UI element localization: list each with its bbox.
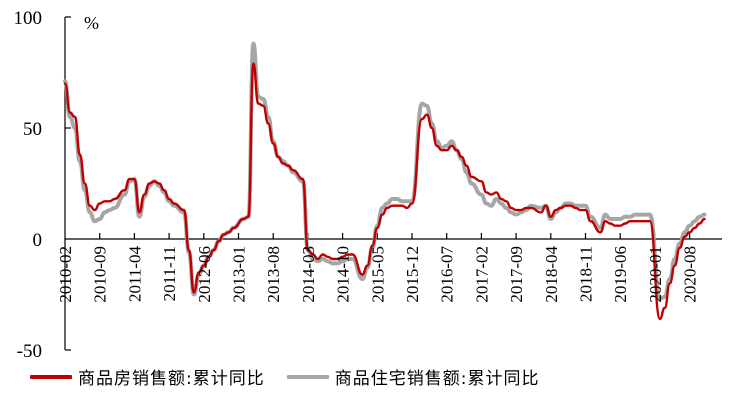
- x-tick-label: 2011-11: [160, 246, 179, 301]
- x-tick-label: 2013-08: [264, 246, 283, 303]
- y-label-50: 50: [23, 119, 42, 140]
- legend-swatch-red-line-icon: [30, 374, 72, 379]
- x-tick-label: 2010-09: [91, 246, 110, 303]
- x-tick-label: 2018-11: [577, 246, 596, 302]
- legend-item-residential: 商品住宅销售额:累计同比: [286, 364, 540, 389]
- x-tick-label: 2020-01: [646, 246, 665, 303]
- x-tick-label: 2019-06: [611, 246, 630, 303]
- x-tick-label: 2013-01: [230, 246, 249, 303]
- x-tick-label: 2015-05: [368, 246, 387, 303]
- series-line-commercial-housing: [63, 62, 706, 321]
- x-tick-label: 2020-08: [681, 246, 700, 303]
- x-tick-label: 2018-04: [542, 246, 561, 303]
- x-tick-label: 2010-02: [56, 246, 75, 303]
- series-line-residential: [63, 41, 707, 301]
- legend: 商品房销售额:累计同比 商品住宅销售额:累计同比: [30, 364, 561, 389]
- legend-item-commercial-housing: 商品房销售额:累计同比: [30, 364, 265, 389]
- x-tick-label: 2017-02: [472, 246, 491, 303]
- x-tick-label: 2015-12: [403, 246, 422, 303]
- legend-swatch-gray-line-icon: [286, 374, 329, 379]
- x-tick-labels: 2010-02 2010-09 2011-04 2011-11 2012-06 2013-…: [56, 246, 700, 303]
- series-lines: [63, 41, 707, 321]
- unit-label: %: [84, 13, 99, 33]
- x-tick-label: 2012-06: [195, 246, 214, 303]
- x-tick-label: 2011-04: [125, 246, 144, 303]
- x-tick-label: 2014-03: [299, 246, 318, 303]
- legend-label: 商品房销售额:累计同比: [78, 369, 265, 389]
- x-tick-label: 2017-09: [507, 246, 526, 303]
- x-tick-label: 2014-10: [334, 246, 353, 303]
- x-tick-label: 2016-07: [438, 246, 457, 303]
- y-label-0: 0: [33, 230, 43, 251]
- y-label-100: 100: [14, 8, 43, 29]
- y-label-neg50: -50: [17, 341, 42, 362]
- legend-label: 商品住宅销售额:累计同比: [334, 369, 540, 389]
